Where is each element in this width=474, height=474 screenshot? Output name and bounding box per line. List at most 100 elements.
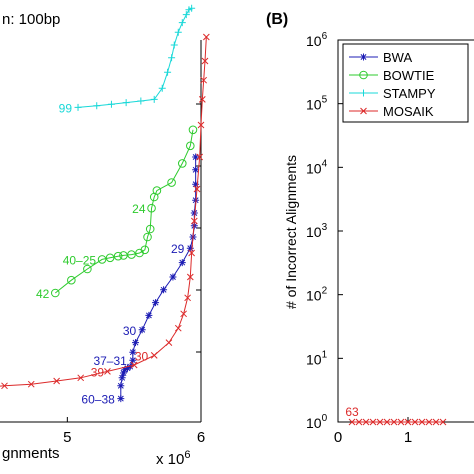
series-mosaik-point-12 — [130, 361, 138, 369]
series-bwa-point-3 — [119, 369, 127, 377]
legend-bowtie-marker — [359, 70, 368, 80]
series-bwa-label-30: 30 — [123, 324, 137, 338]
series-stampy-point-0 — [74, 103, 82, 111]
series-mosaik-point-8 — [27, 380, 35, 388]
series-bwa-point-5 — [123, 364, 131, 372]
panel-b-series-mosaik-point-12 — [432, 418, 440, 426]
panel-b-y-axis-label: # of Incorrect Alignments — [283, 155, 299, 309]
panel-b-series-mosaik-point-7 — [397, 418, 405, 426]
series-stampy-point-9 — [170, 41, 178, 49]
series-bowtie-point-1 — [67, 275, 76, 285]
panel-b-series-mosaik-point-8 — [404, 418, 412, 426]
series-bowtie-point-5 — [113, 251, 123, 261]
legend-mosaik-label: MOSAIK — [383, 104, 434, 119]
series-bowtie-point-15 — [167, 178, 176, 187]
panel-b-series-mosaik-label-63: 63 — [345, 405, 359, 419]
series-bwa-point-0 — [117, 395, 125, 403]
series-stampy-point-2 — [107, 100, 115, 108]
series-bwa-point-23 — [192, 153, 200, 161]
series-bwa-label-37-31: 37–31 — [93, 354, 127, 368]
series-bwa-point-4 — [121, 366, 129, 374]
series-mosaik-label-39: 39 — [91, 365, 105, 379]
series-mosaik-point-24 — [198, 96, 206, 103]
series-mosaik-point-27 — [202, 33, 210, 41]
series-bowtie-point-10 — [143, 232, 152, 242]
series-stampy-point-1 — [93, 102, 101, 110]
panel-b-y-tick-label-3: 103 — [306, 222, 328, 240]
series-bowtie-point-14 — [152, 186, 162, 195]
series-mosaik-point-10 — [77, 374, 85, 382]
series-stampy-point-6 — [158, 84, 166, 92]
legend: BWA BOWTIE STAMPY MOSAIK — [342, 43, 469, 123]
series-mosaik-point-13 — [150, 352, 158, 359]
series-mosaik-point-23 — [197, 121, 205, 129]
panel-b-y-tick-label-2: 102 — [306, 286, 328, 304]
series-bwa-point-1 — [117, 382, 125, 390]
series-stampy-point-8 — [168, 54, 176, 62]
series-bwa-point-6 — [126, 363, 134, 371]
panel-b-series-mosaik-point-13 — [439, 418, 447, 426]
legend-stampy-marker — [360, 89, 367, 97]
series-bwa-point-7 — [129, 356, 137, 364]
series-bowtie-point-3 — [97, 255, 107, 264]
series-stampy-point-3 — [122, 99, 130, 107]
series-bwa-point-14 — [169, 273, 177, 281]
series-mosaik-point-9 — [53, 377, 60, 385]
series-bwa-point-2 — [118, 374, 126, 382]
series-bwa-point-21 — [192, 180, 200, 188]
panel-b-x-tick-label-0: 0 — [334, 429, 342, 446]
legend-mosaik-marker — [360, 107, 367, 115]
panel-b-series-mosaik-point-11 — [425, 418, 433, 426]
series-mosaik-point-17 — [184, 294, 191, 302]
panel-a-x-tick-label-6: 6 — [197, 429, 205, 446]
series-mosaik-point-19 — [188, 249, 195, 257]
series-mosaik-point-20 — [190, 217, 198, 225]
series-stampy-point-7 — [164, 68, 172, 76]
series-bwa-point-13 — [160, 286, 168, 294]
series-bwa-point-22 — [192, 166, 200, 174]
series-bwa-label-29: 29 — [171, 242, 185, 256]
series-stampy-point-14 — [188, 4, 196, 12]
panel-b-series-mosaik-point-6 — [390, 418, 398, 426]
series-mosaik-point-15 — [174, 324, 182, 332]
series-bwa-point-19 — [190, 209, 198, 217]
series-bowtie-point-18 — [188, 125, 198, 135]
series-bwa-point-12 — [152, 299, 160, 307]
series-bowtie-point-4 — [105, 253, 115, 263]
panel-b-series-mosaik-point-2 — [362, 418, 370, 426]
series-bwa-label-60-38: 60–38 — [81, 393, 115, 407]
panel-b-series-mosaik-point-4 — [376, 418, 384, 426]
legend-stampy-label: STAMPY — [383, 86, 436, 101]
panel-b-series-mosaik-point-9 — [411, 418, 419, 426]
panel-b-y-tick-label-6: 106 — [306, 31, 328, 49]
series-bwa-point-16 — [186, 244, 194, 252]
panel-b-x-tick-label-1: 1 — [404, 429, 412, 446]
panel-b-label: (B) — [266, 11, 288, 28]
series-stampy-point-5 — [150, 95, 158, 103]
series-bowtie-label-40-25: 40–25 — [63, 253, 97, 267]
series-bowtie-point-12 — [147, 203, 156, 213]
series-bowtie-point-2 — [83, 264, 92, 274]
panel-a-title: n: 100bp — [2, 11, 60, 28]
series-bowtie-point-16 — [177, 159, 187, 168]
panel-b-series-mosaik-point-3 — [369, 418, 377, 426]
series-mosaik-point-22 — [196, 153, 204, 161]
series-stampy-point-12 — [182, 11, 190, 19]
legend-bowtie-label: BOWTIE — [383, 68, 435, 83]
series-mosaik-label-30: 30 — [135, 349, 149, 363]
series-mosaik-point-26 — [201, 57, 209, 65]
panel-a-x-exponent: x 106 — [156, 449, 190, 468]
series-mosaik-point-14 — [165, 339, 173, 346]
series-bwa-point-11 — [145, 311, 153, 319]
series-stampy-point-11 — [178, 19, 186, 27]
series-bowtie-point-9 — [140, 245, 150, 255]
series-bowtie-label-24: 24 — [132, 202, 146, 216]
panel-b-series-mosaik-point-5 — [383, 418, 391, 426]
panel-b-series-mosaik-point-0 — [348, 418, 356, 426]
series-mosaik-line — [0, 36, 207, 387]
legend-bwa-marker — [360, 53, 367, 61]
panel-b-series-mosaik-point-10 — [418, 418, 426, 426]
series-mosaik-point-11 — [104, 368, 111, 375]
panel-b-y-tick-label-1: 101 — [306, 349, 328, 367]
panel-b-y-tick-label-0: 100 — [306, 413, 328, 431]
